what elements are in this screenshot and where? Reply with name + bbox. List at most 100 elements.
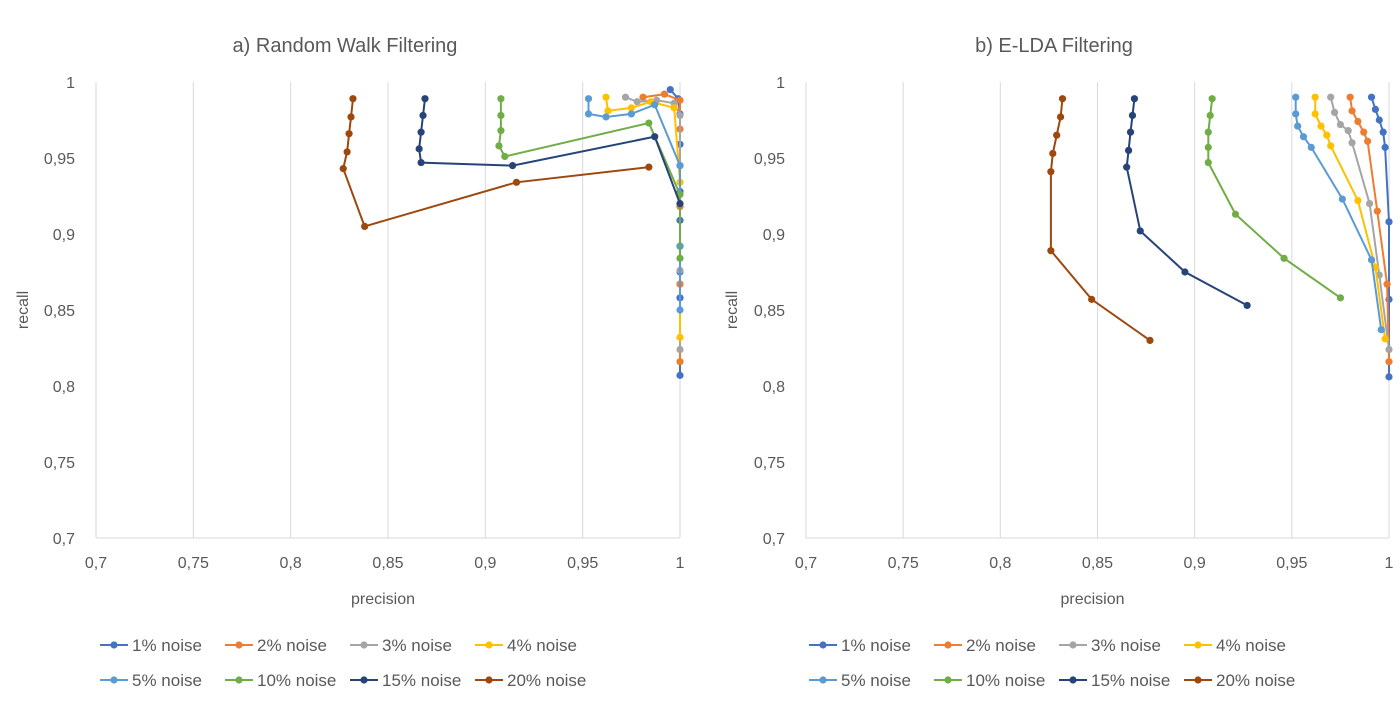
chart-2-legend-label: 2% noise [966, 636, 1036, 655]
chart-1-data-point [419, 111, 427, 120]
chart-2-data-point [1367, 256, 1376, 264]
chart-1-data-point [633, 98, 641, 106]
chart-1-legend-swatch-marker [235, 676, 243, 684]
chart-2-data-point [1354, 196, 1362, 205]
chart-2-data-point [1373, 207, 1381, 215]
chart-2-x-tick-label: 0,8 [989, 555, 1011, 572]
chart-2-x-axis-label: precision [1060, 591, 1124, 608]
chart-1-legend-label: 4% noise [507, 636, 577, 655]
chart-2-data-point [1383, 280, 1391, 288]
chart-1-x-tick-label: 0,75 [178, 555, 209, 572]
chart-1-x-tick-label: 0,85 [372, 555, 403, 572]
chart-1-data-point [347, 113, 355, 121]
chart-2-data-point [1336, 120, 1345, 129]
chart-2-data-point [1204, 143, 1212, 151]
chart-1-data-point [584, 95, 593, 103]
chart-1-legend-label: 1% noise [132, 636, 202, 655]
chart-2-legend-label: 20% noise [1216, 671, 1295, 690]
chart-2-y-tick-label: 1 [776, 75, 785, 92]
chart-2-x-tick-label: 0,75 [888, 555, 919, 572]
chart-1-series-line-7 [418, 98, 681, 204]
chart-1-y-tick-label: 0,85 [44, 303, 75, 320]
chart-2-data-point [1123, 163, 1131, 171]
chart-1-data-point [645, 119, 653, 127]
chart-1-series-line-5 [587, 98, 681, 310]
chart-1-data-point [676, 162, 684, 170]
chart-2-data-point [1354, 117, 1362, 126]
chart-2-legend-label: 10% noise [966, 671, 1045, 690]
chart-1-data-point [415, 145, 423, 153]
chart-1-data-point [676, 371, 684, 379]
chart-1-x-tick-label: 0,95 [567, 555, 598, 572]
chart-2-legend-swatch-marker [1194, 676, 1202, 684]
chart-2-data-point [1327, 93, 1335, 101]
chart-2-series-line-8 [1049, 98, 1151, 342]
chart-2-data-point [1049, 149, 1057, 158]
chart-1-data-point [676, 358, 684, 366]
chart-2-data-point [1348, 139, 1356, 147]
chart-1-legend-label: 3% noise [382, 636, 452, 655]
chart-1-data-point [361, 222, 369, 230]
chart-1-legend-swatch-marker [360, 676, 368, 684]
chart-2-data-point [1292, 110, 1300, 118]
chart-2-data-point [1367, 93, 1376, 101]
chart-2-data-point [1360, 128, 1368, 136]
chart-2-data-point [1365, 200, 1374, 208]
chart-1-data-point [421, 95, 429, 103]
chart-1-y-axis-label: recall [15, 291, 32, 329]
chart-1-data-point [495, 142, 503, 150]
chart-1-data-point [604, 107, 612, 115]
chart-2-data-point [1208, 95, 1216, 103]
chart-2-data-point [1377, 326, 1385, 334]
chart-2-data-point [1375, 116, 1383, 124]
chart-1-title: a) Random Walk Filtering [233, 35, 458, 57]
chart-2-data-point [1056, 113, 1065, 121]
chart-2-y-tick-label: 0,75 [754, 455, 785, 472]
chart-1-data-point [602, 113, 610, 121]
chart-2-y-tick-label: 0,8 [763, 379, 785, 396]
chart-1-data-point [651, 101, 659, 109]
chart-1-y-tick-label: 0,9 [53, 227, 75, 244]
chart-1-y-tick-label: 0,75 [44, 455, 75, 472]
chart-1-legend-swatch-marker [110, 676, 118, 684]
chart-1-data-point [508, 162, 517, 170]
chart-2-data-point [1204, 128, 1212, 136]
chart-2-legend-swatch-marker [1069, 641, 1077, 649]
chart-2-legend-label: 15% noise [1091, 671, 1170, 690]
chart-2-legend-swatch-marker [819, 676, 827, 684]
chart-2-legend-swatch-marker [819, 641, 827, 649]
chart-1-legend-label: 20% noise [507, 671, 586, 690]
chart-2-data-point [1136, 227, 1144, 235]
chart-2-data-point [1053, 131, 1061, 139]
chart-2-data-point [1323, 131, 1331, 139]
chart-2-data-point [1330, 108, 1339, 116]
chart-2-y-tick-label: 0,9 [763, 227, 785, 244]
chart-2-data-point [1381, 143, 1389, 151]
chart-2-data-point [1206, 111, 1214, 120]
chart-2-x-tick-label: 0,85 [1082, 555, 1113, 572]
chart-2-data-point [1126, 128, 1135, 136]
chart-2-data-point [1327, 142, 1335, 150]
chart-1-data-point [627, 104, 635, 112]
chart-2-title: b) E-LDA Filtering [975, 35, 1133, 57]
chart-1-series-line-4 [605, 97, 681, 338]
chart-2-data-point [1231, 210, 1240, 218]
chart-1-data-point [645, 163, 653, 171]
chart-2-data-point [1130, 95, 1139, 103]
chart-2-data-point [1379, 128, 1387, 136]
chart-1-legend-swatch-marker [485, 676, 493, 684]
chart-2-data-point [1381, 335, 1389, 343]
chart-1-legend-label: 15% noise [382, 671, 461, 690]
chart-2-x-tick-label: 1 [1385, 555, 1394, 572]
chart-2-data-point [1299, 133, 1308, 141]
chart-1-data-point [349, 95, 357, 103]
chart-2-data-point [1371, 105, 1379, 113]
chart-1-x-tick-label: 0,7 [85, 555, 107, 572]
chart-2-data-point [1294, 122, 1302, 130]
chart-1-data-point [345, 130, 353, 138]
chart-2-data-point [1311, 93, 1319, 101]
chart-1-data-point [651, 133, 659, 141]
chart-2-y-tick-label: 0,95 [754, 151, 785, 168]
chart-1-x-tick-label: 1 [676, 555, 685, 572]
